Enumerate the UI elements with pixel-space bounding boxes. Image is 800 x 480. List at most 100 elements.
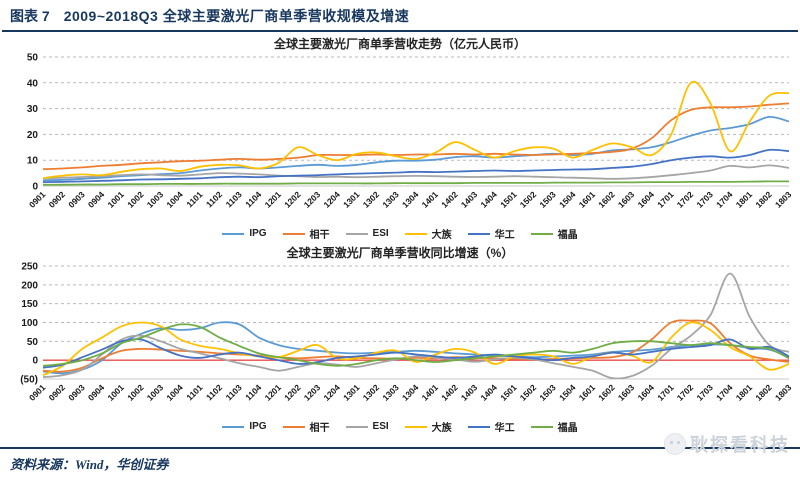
legend-item-ESI[interactable]: ESI	[345, 421, 389, 432]
svg-text:1302: 1302	[361, 189, 382, 210]
legend-line-swatch	[530, 232, 553, 235]
svg-text:1001: 1001	[105, 189, 126, 210]
svg-text:1203: 1203	[302, 382, 323, 403]
svg-text:1402: 1402	[439, 189, 460, 210]
svg-text:250: 250	[21, 262, 38, 273]
legend-label: IPG	[249, 421, 267, 432]
legend-item-福晶[interactable]: 福晶	[530, 419, 578, 434]
svg-text:100: 100	[21, 318, 38, 329]
svg-text:10: 10	[27, 156, 39, 167]
svg-text:1701: 1701	[655, 189, 676, 210]
svg-text:1001: 1001	[105, 382, 126, 403]
legend-item-华工[interactable]: 华工	[467, 226, 515, 241]
svg-text:1502: 1502	[518, 382, 539, 403]
svg-text:1104: 1104	[243, 189, 263, 209]
source-note: 资料来源：Wind，华创证券	[10, 457, 169, 472]
legend-label: ESI	[372, 421, 389, 432]
svg-text:1501: 1501	[498, 189, 519, 210]
legend-item-ESI[interactable]: ESI	[345, 228, 389, 239]
svg-text:0904: 0904	[86, 189, 107, 210]
svg-text:20: 20	[27, 130, 39, 141]
svg-text:1604: 1604	[636, 189, 657, 210]
svg-text:1502: 1502	[518, 189, 539, 210]
revenue-chart: 全球主要激光厂商单季营收走势（亿元人民币） 0 10 20 30 40 50 0901 090…	[0, 35, 800, 241]
legend-label: 大族	[431, 230, 452, 241]
svg-text:0: 0	[32, 182, 38, 193]
svg-text:1401: 1401	[420, 189, 441, 210]
figure-label: 图表 7	[10, 8, 50, 24]
svg-text:1002: 1002	[125, 189, 146, 210]
legend-item-相干[interactable]: 相干	[282, 419, 330, 434]
legend-item-IPG[interactable]: IPG	[222, 421, 267, 432]
svg-text:1201: 1201	[263, 382, 284, 403]
svg-text:1803: 1803	[773, 189, 793, 210]
svg-text:1402: 1402	[439, 382, 460, 403]
legend-line-swatch	[345, 232, 368, 235]
revenue-chart-title: 全球主要激光厂商单季营收走势（亿元人民币）	[273, 37, 526, 51]
revenue-chart-legend: IPG 相干 ESI 大族 华工 福晶	[0, 226, 800, 241]
svg-text:0902: 0902	[47, 382, 68, 403]
svg-text:1603: 1603	[616, 382, 637, 403]
svg-text:0903: 0903	[66, 189, 87, 210]
svg-text:1003: 1003	[145, 382, 166, 403]
svg-text:1301: 1301	[341, 189, 362, 210]
svg-text:(50): (50)	[20, 375, 38, 386]
svg-text:0902: 0902	[47, 189, 68, 210]
legend-line-swatch	[282, 425, 305, 428]
svg-text:1004: 1004	[164, 382, 185, 403]
svg-text:1401: 1401	[420, 382, 441, 403]
svg-text:1704: 1704	[714, 189, 735, 210]
svg-text:0: 0	[32, 356, 38, 367]
watermark-logo-icon	[664, 433, 686, 455]
header-divider	[2, 30, 798, 32]
legend-line-swatch	[404, 232, 427, 235]
svg-text:1601: 1601	[577, 189, 598, 210]
watermark: 耿探看科技	[664, 431, 790, 457]
svg-text:1701: 1701	[655, 382, 676, 403]
svg-text:1301: 1301	[341, 382, 362, 403]
svg-text:50: 50	[27, 337, 39, 348]
legend-item-IPG[interactable]: IPG	[222, 228, 267, 239]
svg-text:1002: 1002	[125, 382, 146, 403]
svg-text:1204: 1204	[321, 382, 342, 403]
svg-text:1103: 1103	[224, 189, 244, 209]
legend-label: 大族	[431, 423, 452, 434]
svg-text:1102: 1102	[204, 189, 224, 209]
svg-text:1203: 1203	[302, 189, 323, 210]
legend-label: IPG	[249, 228, 267, 239]
legend-line-swatch	[404, 425, 427, 428]
legend-line-swatch	[222, 425, 245, 428]
legend-item-华工[interactable]: 华工	[467, 419, 515, 434]
svg-text:1803: 1803	[773, 382, 793, 403]
figure-header: 图表 7 2009~2018Q3 全球主要激光厂商单季营收规模及增速	[0, 0, 800, 26]
svg-text:1601: 1601	[577, 382, 598, 403]
svg-text:1304: 1304	[400, 189, 421, 210]
svg-text:1802: 1802	[753, 189, 774, 210]
legend-line-swatch	[467, 232, 490, 235]
footer-divider	[0, 447, 800, 449]
svg-text:1702: 1702	[675, 189, 696, 210]
svg-text:1101: 1101	[184, 189, 204, 209]
legend-label: ESI	[372, 228, 389, 239]
svg-text:1604: 1604	[636, 382, 657, 403]
svg-text:1703: 1703	[694, 382, 715, 403]
svg-text:1503: 1503	[537, 382, 558, 403]
svg-text:1403: 1403	[459, 382, 480, 403]
legend-item-福晶[interactable]: 福晶	[530, 226, 578, 241]
svg-text:1104: 1104	[243, 382, 263, 402]
legend-item-相干[interactable]: 相干	[282, 226, 330, 241]
svg-text:1103: 1103	[224, 382, 244, 402]
svg-text:1802: 1802	[753, 382, 774, 403]
legend-line-swatch	[345, 425, 368, 428]
svg-text:1404: 1404	[478, 189, 499, 210]
svg-text:1703: 1703	[694, 189, 715, 210]
legend-item-大族[interactable]: 大族	[404, 226, 452, 241]
legend-item-大族[interactable]: 大族	[404, 419, 452, 434]
legend-label: 相干	[309, 423, 330, 434]
svg-text:1404: 1404	[478, 382, 499, 403]
svg-text:0903: 0903	[66, 382, 87, 403]
svg-text:1603: 1603	[616, 189, 637, 210]
svg-text:1102: 1102	[204, 382, 224, 402]
